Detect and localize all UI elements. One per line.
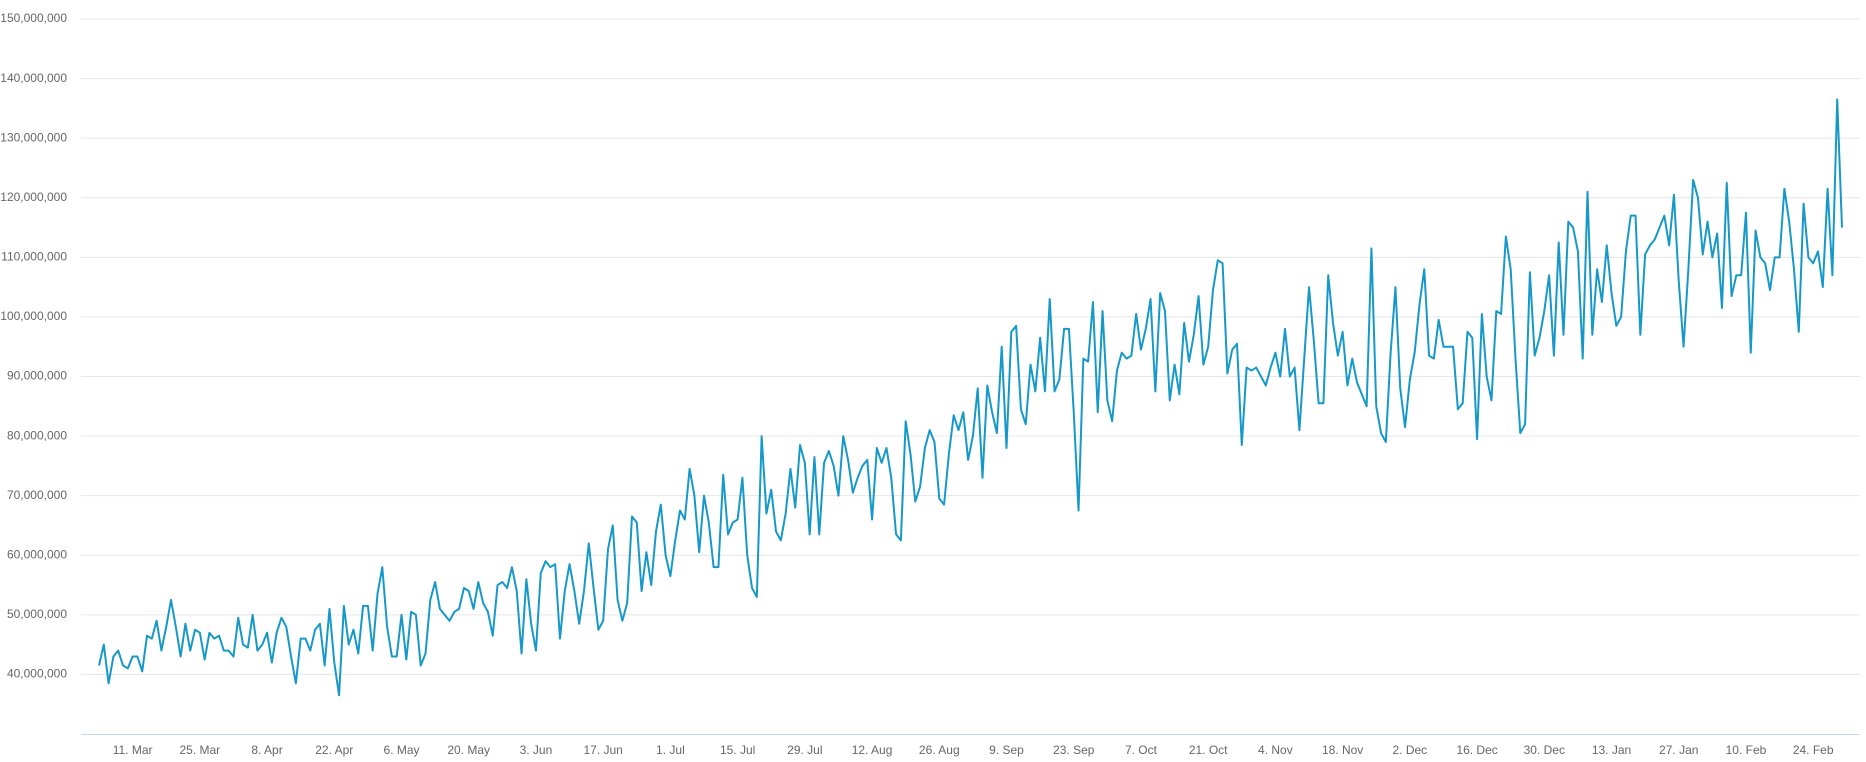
y-tick-label: 100,000,000 — [0, 309, 67, 323]
y-tick-label: 40,000,000 — [7, 667, 67, 681]
x-tick-label: 18. Nov — [1322, 743, 1363, 757]
y-tick-label: 70,000,000 — [7, 488, 67, 502]
x-tick-label: 20. May — [447, 743, 490, 757]
y-tick-label: 110,000,000 — [1, 250, 67, 264]
x-tick-label: 15. Jul — [720, 743, 755, 757]
y-tick-label: 60,000,000 — [7, 547, 67, 561]
x-tick-label: 30. Dec — [1524, 743, 1565, 757]
data-line — [98, 98, 1843, 697]
x-tick-label: 7. Oct — [1125, 743, 1158, 757]
x-tick-label: 26. Aug — [919, 743, 960, 757]
x-tick-label: 3. Jun — [520, 743, 553, 757]
y-tick-label: 80,000,000 — [7, 428, 67, 442]
x-tick-label: 27. Jan — [1659, 743, 1698, 757]
x-tick-label: 11. Mar — [113, 743, 153, 757]
x-tick-label: 16. Dec — [1456, 743, 1497, 757]
x-tick-label: 21. Oct — [1189, 743, 1228, 757]
x-tick-label: 4. Nov — [1258, 743, 1293, 757]
x-tick-label: 29. Jul — [787, 743, 822, 757]
x-tick-label: 9. Sep — [989, 743, 1024, 757]
x-tick-label: 12. Aug — [852, 743, 893, 757]
x-tick-label: 1. Jul — [656, 743, 685, 757]
x-tick-label: 25. Mar — [179, 743, 220, 757]
y-tick-label: 90,000,000 — [7, 369, 67, 383]
y-tick-label: 130,000,000 — [0, 130, 67, 144]
x-tick-label: 10. Feb — [1726, 743, 1767, 757]
y-tick-label: 150,000,000 — [0, 11, 67, 25]
x-tick-label: 24. Feb — [1793, 743, 1834, 757]
x-tick-label: 2. Dec — [1393, 743, 1428, 757]
y-tick-label: 120,000,000 — [0, 190, 67, 204]
x-tick-label: 23. Sep — [1053, 743, 1095, 757]
y-tick-label: 140,000,000 — [0, 71, 67, 85]
y-tick-label: 50,000,000 — [7, 607, 67, 621]
x-tick-label: 17. Jun — [583, 743, 622, 757]
x-tick-label: 8. Apr — [251, 743, 282, 757]
x-tick-label: 6. May — [383, 743, 419, 757]
x-tick-label: 13. Jan — [1592, 743, 1631, 757]
x-tick-label: 22. Apr — [315, 743, 353, 757]
